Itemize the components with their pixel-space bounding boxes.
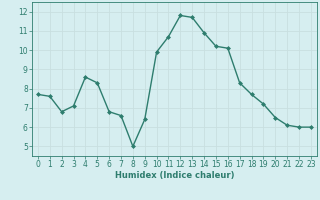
X-axis label: Humidex (Indice chaleur): Humidex (Indice chaleur) bbox=[115, 171, 234, 180]
